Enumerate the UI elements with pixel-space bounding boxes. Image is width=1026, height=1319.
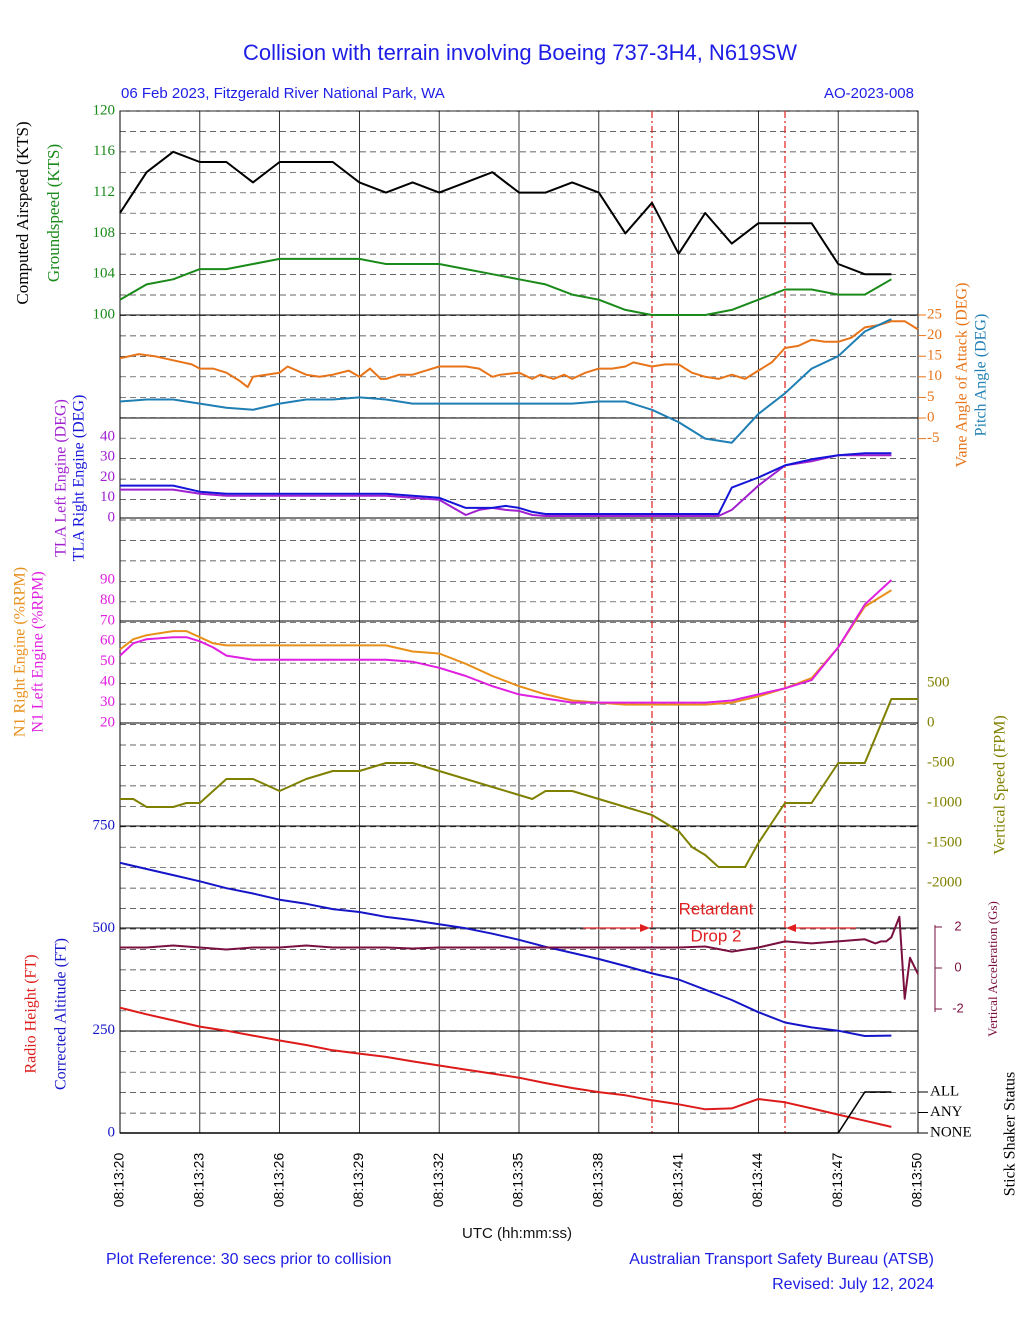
computed-airspeed-axis-label: Computed Airspeed (KTS) <box>13 121 32 304</box>
attitude-tick-label: -5 <box>927 430 940 446</box>
revision-date: Revised: July 12, 2024 <box>772 1276 934 1293</box>
vertical-speed-tick-label: -500 <box>927 754 955 770</box>
x-tick-label: 08:13:38 <box>590 1153 606 1208</box>
corrected-altitude-line <box>119 861 892 1037</box>
tla-right-line <box>120 452 892 515</box>
stick-shaker-axis-label: Stick Shaker Status <box>1002 1072 1019 1196</box>
n1-right-axis-label: N1 Right Engine (%RPM) <box>12 567 29 737</box>
chart-subtitle-date-location: 06 Feb 2023, Fitzgerald River National P… <box>121 85 445 102</box>
x-tick-label: 08:13:29 <box>350 1153 366 1208</box>
x-tick-label: 08:13:23 <box>191 1153 207 1208</box>
vertical-speed-tick-label: -1000 <box>927 794 962 810</box>
vertical-acceleration-tick-label: 2 <box>954 918 961 933</box>
altitude-tick-label: 750 <box>93 817 116 833</box>
tla-tick-label: 40 <box>100 428 115 444</box>
chart-grid <box>119 110 919 1134</box>
altitude-tick-label: 250 <box>93 1022 116 1038</box>
vertical-acceleration-tick-label: 0 <box>954 959 961 974</box>
stick-shaker-tick-label: ALL <box>930 1083 959 1099</box>
groundspeed-axis-label: Groundspeed (KTS) <box>44 144 63 282</box>
n1-tick-label: 30 <box>100 694 115 710</box>
chart-annotations: Retardant Drop 2 <box>583 899 856 945</box>
n1-tick-label: 50 <box>100 653 115 669</box>
x-tick-label: 08:13:47 <box>829 1153 845 1208</box>
n1-tick-label: 70 <box>100 612 115 628</box>
speed-tick-label: 108 <box>93 225 116 241</box>
vane-aoa-axis-label: Vane Angle of Attack (DEG) <box>954 283 971 468</box>
x-tick-label: 08:13:20 <box>111 1153 127 1208</box>
groundspeed-line <box>119 257 892 316</box>
radio-height-line <box>119 1006 892 1128</box>
pitch-angle-line <box>119 318 892 444</box>
retardant-drop-markers <box>651 111 786 1133</box>
vertical-acceleration-tick-label: -2 <box>952 1000 964 1015</box>
x-axis-label: UTC (hh:mm:ss) <box>462 1225 572 1242</box>
n1-tick-label: 80 <box>100 592 115 608</box>
speed-tick-label: 112 <box>93 184 115 200</box>
computed-airspeed-line <box>119 150 892 276</box>
n1-right-line <box>119 589 892 706</box>
chart-axis-labels: Computed Airspeed (KTS) Groundspeed (KTS)… <box>12 121 1019 1196</box>
plot-reference-note: Plot Reference: 30 secs prior to collisi… <box>106 1251 392 1268</box>
attitude-tick-label: 10 <box>927 368 942 384</box>
x-tick-label: 08:13:44 <box>749 1153 765 1208</box>
altitude-tick-label: 500 <box>93 920 116 936</box>
drop-end-arrowhead <box>786 924 796 932</box>
vertical-speed-tick-label: 0 <box>927 714 935 730</box>
retardant-annotation-line2: Drop 2 <box>690 926 741 945</box>
speed-tick-label: 116 <box>93 143 115 159</box>
attitude-tick-label: 0 <box>927 409 935 425</box>
stick-shaker-line <box>120 1091 892 1134</box>
chart-tick-labels: 08:13:20 08:13:23 08:13:26 08:13:29 08:13:32… <box>93 102 972 1207</box>
agency-credit: Australian Transport Safety Bureau (ATSB… <box>629 1251 934 1268</box>
tla-left-line <box>120 454 892 517</box>
x-tick-label: 08:13:35 <box>510 1153 526 1208</box>
chart-title: Collision with terrain involving Boeing … <box>243 40 797 65</box>
speed-tick-label: 120 <box>93 102 116 118</box>
vertical-speed-axis-label: Vertical Speed (FPM) <box>992 715 1009 855</box>
vertical-speed-tick-label: -2000 <box>927 874 962 890</box>
vertical-speed-tick-label: 500 <box>927 674 950 690</box>
altitude-tick-label: 0 <box>108 1124 116 1140</box>
n1-tick-label: 90 <box>100 571 115 587</box>
vertical-speed-tick-label: -1500 <box>927 834 962 850</box>
radio-height-axis-label: Radio Height (FT) <box>23 954 40 1073</box>
retardant-annotation-line1: Retardant <box>679 899 754 918</box>
chart-subtitle-report-id: AO-2023-008 <box>823 85 914 102</box>
vertical-acceleration-line <box>120 915 919 1000</box>
tla-tick-label: 10 <box>100 489 115 505</box>
tla-right-axis-label: TLA Right Engine (DEG) <box>71 395 88 562</box>
vane-aoa-line <box>119 320 919 389</box>
n1-left-axis-label: N1 Left Engine (%RPM) <box>30 571 47 732</box>
speed-tick-label: 104 <box>93 266 116 282</box>
tla-tick-label: 30 <box>100 449 115 465</box>
vertical-speed-line <box>120 698 918 868</box>
x-tick-label: 08:13:50 <box>909 1153 925 1208</box>
corrected-altitude-axis-label: Corrected Altitude (FT) <box>53 938 70 1090</box>
vertical-acceleration-axis-label: Vertical Acceleration (Gs) <box>985 901 1000 1037</box>
attitude-tick-label: 25 <box>927 306 942 322</box>
x-tick-label: 08:13:41 <box>669 1153 685 1208</box>
stick-shaker-tick-label: ANY <box>930 1104 963 1120</box>
pitch-angle-axis-label: Pitch Angle (DEG) <box>973 314 990 437</box>
tla-tick-label: 0 <box>108 509 116 525</box>
n1-tick-label: 20 <box>100 714 115 730</box>
n1-tick-label: 60 <box>100 633 115 649</box>
tla-left-axis-label: TLA Left Engine (DEG) <box>53 399 70 557</box>
chart-series <box>119 150 919 1134</box>
stick-shaker-tick-label: NONE <box>930 1124 972 1140</box>
n1-left-line <box>119 579 893 704</box>
speed-tick-label: 100 <box>93 306 116 322</box>
drop-start-arrowhead <box>640 924 650 932</box>
attitude-tick-label: 15 <box>927 348 942 364</box>
x-tick-label: 08:13:26 <box>270 1153 286 1208</box>
tla-tick-label: 20 <box>100 469 115 485</box>
attitude-tick-label: 20 <box>927 327 942 343</box>
n1-tick-label: 40 <box>100 674 115 690</box>
attitude-tick-label: 5 <box>927 389 935 405</box>
x-tick-label: 08:13:32 <box>430 1153 446 1208</box>
